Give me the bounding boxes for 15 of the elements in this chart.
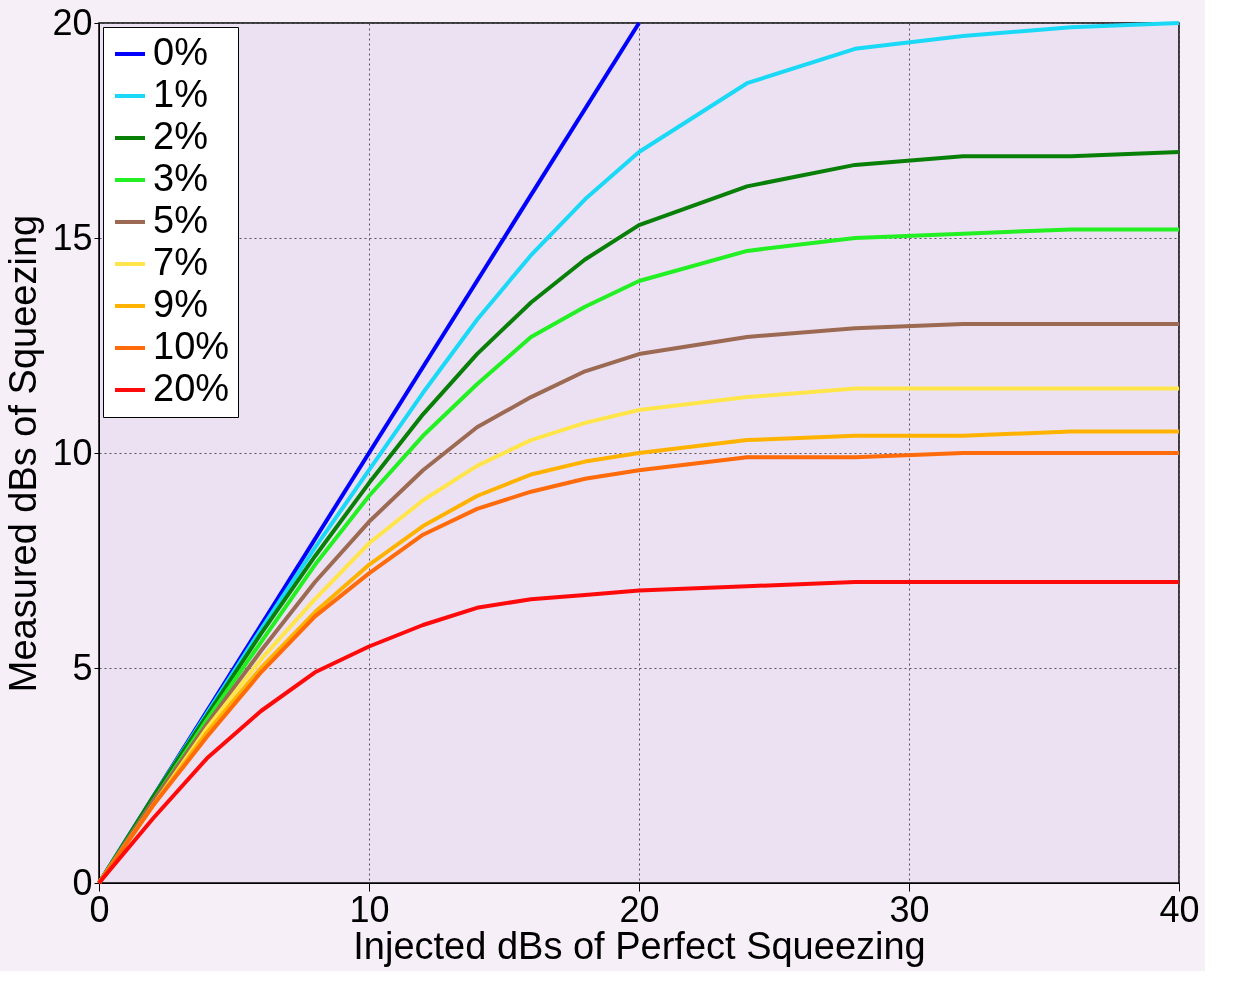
legend-label: 7% (153, 241, 208, 283)
y-axis-title: Measured dBs of Squeezing (2, 214, 45, 693)
legend-label: 0% (153, 31, 208, 73)
y-tick-label: 5 (72, 646, 93, 688)
legend-label: 2% (153, 115, 208, 157)
legend-label: 10% (153, 325, 230, 367)
y-tick-label: 20 (52, 1, 93, 43)
legend-label: 9% (153, 283, 208, 325)
y-tick-label: 15 (52, 216, 93, 258)
legend-label: 3% (153, 157, 208, 199)
legend-label: 1% (153, 73, 208, 115)
y-tick-label: 10 (52, 431, 93, 473)
x-tick-label: 40 (1159, 888, 1200, 930)
legend-label: 5% (153, 199, 208, 241)
legend-label: 20% (153, 367, 230, 409)
